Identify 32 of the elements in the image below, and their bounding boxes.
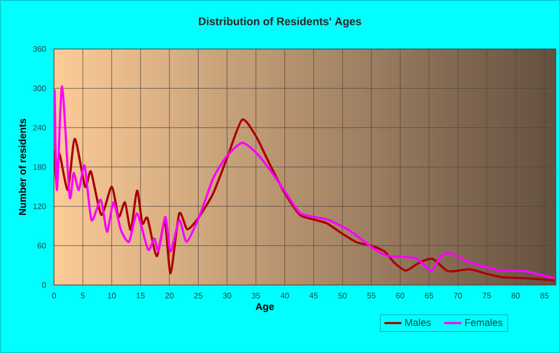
x-tick-label: 0 bbox=[52, 292, 56, 298]
y-tick-label: 120 bbox=[33, 203, 46, 210]
y-tick-label: 180 bbox=[33, 164, 46, 170]
y-tick-label: 360 bbox=[33, 46, 46, 52]
y-tick-label: 60 bbox=[38, 242, 46, 248]
chart-title: Distribution of Residents' Ages bbox=[198, 17, 362, 28]
x-tick-label: 20 bbox=[165, 292, 174, 298]
y-tick-label: 0 bbox=[42, 282, 46, 288]
legend-label: Males bbox=[405, 318, 431, 326]
x-tick-label: 55 bbox=[367, 292, 376, 298]
x-tick-label: 35 bbox=[252, 292, 260, 298]
line-series bbox=[54, 118, 556, 282]
y-tick-label: 240 bbox=[33, 124, 46, 130]
x-tick-label: 60 bbox=[396, 292, 404, 298]
x-tick-label: 15 bbox=[136, 292, 145, 298]
y-tick-label: 300 bbox=[33, 86, 46, 92]
line-series bbox=[54, 85, 556, 280]
x-tick-label: 70 bbox=[454, 292, 462, 298]
x-axis-title: Age bbox=[256, 303, 274, 312]
x-tick-label: 85 bbox=[540, 292, 549, 298]
x-tick-label: 65 bbox=[425, 292, 434, 298]
x-tick-label: 5 bbox=[80, 292, 85, 298]
x-tick-label: 50 bbox=[338, 292, 347, 298]
x-tick-label: 40 bbox=[280, 292, 289, 298]
x-tick-label: 25 bbox=[194, 292, 202, 298]
x-tick-label: 10 bbox=[108, 292, 116, 298]
x-tick-label: 30 bbox=[222, 292, 232, 298]
legend-label: Females bbox=[465, 318, 502, 326]
x-tick-label: 75 bbox=[482, 292, 491, 298]
y-axis-title: Number of residents bbox=[18, 118, 26, 215]
x-tick-label: 80 bbox=[512, 292, 520, 298]
x-tick-label: 45 bbox=[309, 292, 318, 298]
